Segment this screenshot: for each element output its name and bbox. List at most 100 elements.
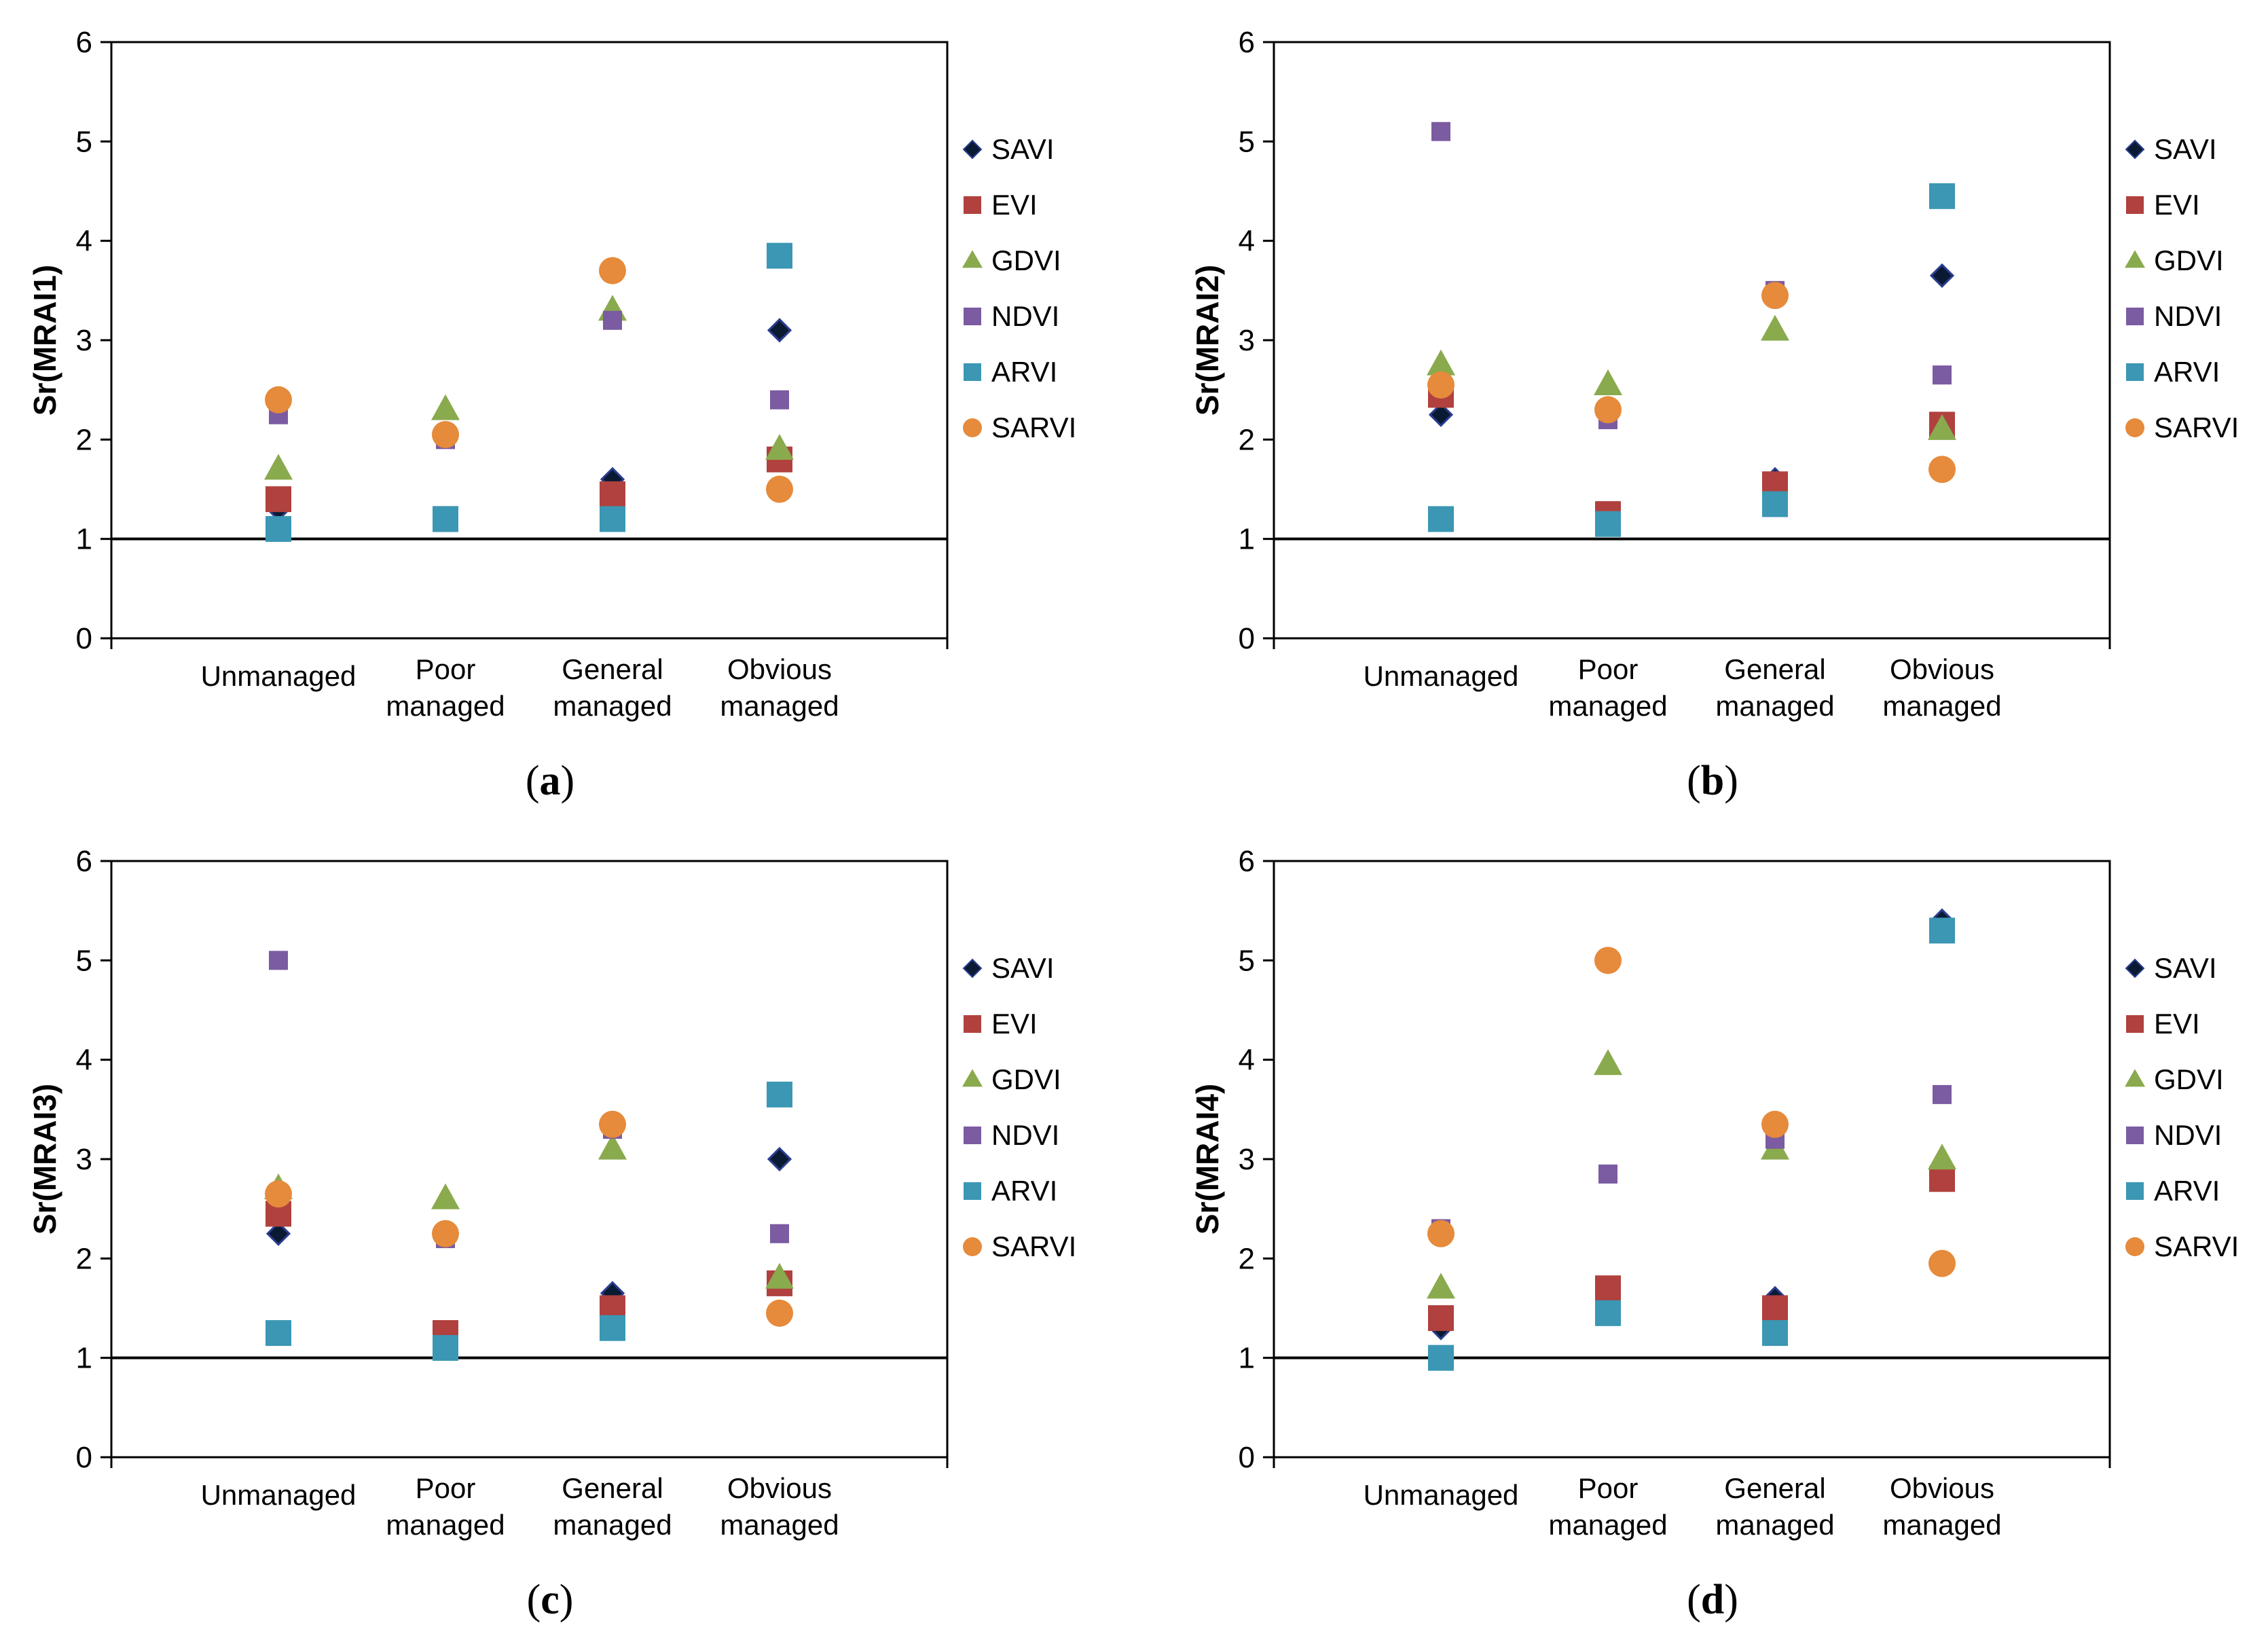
y-tick-label: 5 [1239,944,1255,977]
legend-marker-gdvi [962,250,983,268]
legend-marker-savi [962,139,983,160]
y-tick-label: 2 [76,423,92,456]
point-arvi-poor-managed [1595,1300,1621,1326]
y-tick-label: 5 [76,125,92,158]
y-tick-label: 1 [76,1342,92,1375]
x-category-label-general-managed: General managed [1715,653,1834,722]
point-ndvi-obvious-managed [1933,365,1952,385]
point-sarvi-poor-managed [1594,947,1622,974]
y-tick-label: 0 [1239,622,1255,655]
panel-caption: (b) [1687,758,1738,804]
point-arvi-obvious-managed [1929,917,1955,944]
legend-marker-ndvi [964,308,981,325]
legend-marker-evi [964,1015,981,1033]
point-arvi-general-managed [1762,1320,1788,1347]
point-savi-obvious-managed [767,1146,792,1172]
data-points [264,242,794,543]
panel-caption: (c) [527,1577,574,1623]
legend-marker-evi [2126,1015,2144,1033]
point-arvi-obvious-managed [1929,183,1955,209]
legend-marker-sarvi [963,1237,982,1256]
point-gdvi-obvious-managed [765,434,794,460]
legend-marker-evi [2126,196,2144,214]
legend-label-gdvi: GDVI [2154,244,2224,276]
point-gdvi-unmanaged [1427,349,1455,376]
legend-marker-ndvi [964,1127,981,1144]
legend: SAVI EVI GDVI NDVI ARVI SARVI [962,952,1076,1262]
point-savi-obvious-managed [1929,263,1955,289]
point-gdvi-general-managed [598,1133,627,1160]
legend-marker-gdvi [2125,250,2145,268]
chart-panel-c: 0 1 2 3 4 5 6 Sr(MRAI3) Unmanaged Poor managed Gene… [27,845,1076,1623]
x-category-label-obvious-managed: Obvious managed [720,1472,839,1541]
point-sarvi-general-managed [599,257,626,285]
legend-label-evi: EVI [2154,189,2200,221]
chart-panel-a: 0 1 2 3 4 5 6 Sr(MRAI1) Unmanaged Poor managed Gene… [27,26,1076,804]
legend-marker-arvi [2126,363,2144,381]
point-gdvi-obvious-managed [1928,1144,1956,1170]
point-arvi-unmanaged [1428,506,1454,532]
point-gdvi-general-managed [1761,314,1789,341]
legend-label-arvi: ARVI [2154,356,2220,388]
legend-label-ndvi: NDVI [2154,300,2222,332]
x-category-label-poor-managed: Poor managed [1548,653,1667,722]
legend-label-arvi: ARVI [991,1175,1057,1207]
y-tick-label: 4 [1239,225,1255,258]
legend-label-gdvi: GDVI [991,1063,1061,1095]
y-tick-label: 1 [1239,1342,1255,1375]
panel-caption: (d) [1687,1577,1738,1623]
y-tick-label: 1 [1239,523,1255,556]
legend-label-sarvi: SARVI [991,1230,1076,1262]
y-tick-label: 6 [1239,26,1255,59]
point-arvi-poor-managed [433,506,458,532]
y-tick-label: 6 [76,845,92,878]
point-arvi-general-managed [600,1315,625,1341]
y-tick-label: 2 [1239,423,1255,456]
x-category-label-unmanaged: Unmanaged [201,1479,356,1511]
legend-marker-sarvi [2125,418,2144,437]
point-sarvi-unmanaged [1427,371,1455,399]
legend-label-ndvi: NDVI [2154,1119,2222,1151]
point-sarvi-poor-managed [432,1220,459,1247]
point-arvi-unmanaged [1428,1345,1454,1371]
point-ndvi-poor-managed [1598,1164,1617,1184]
point-arvi-obvious-managed [767,242,792,269]
x-category-label-obvious-managed: Obvious managed [720,653,839,722]
y-tick-label: 4 [76,225,92,258]
point-sarvi-poor-managed [432,421,459,449]
legend-label-savi: SAVI [991,133,1055,165]
legend-marker-gdvi [2125,1069,2145,1087]
y-tick-label: 3 [76,1143,92,1176]
point-gdvi-poor-managed [1594,1049,1622,1076]
point-sarvi-obvious-managed [766,475,793,503]
y-tick-label: 4 [1239,1044,1255,1077]
x-category-label-poor-managed: Poor managed [386,653,505,722]
y-axis-label: Sr(MRAI2) [1190,265,1225,416]
legend-marker-gdvi [962,1069,983,1087]
legend-marker-arvi [964,363,981,381]
x-category-label-unmanaged: Unmanaged [201,660,356,692]
legend: SAVI EVI GDVI NDVI ARVI SARVI [2125,952,2239,1262]
legend: SAVI EVI GDVI NDVI ARVI SARVI [962,133,1076,443]
point-evi-general-managed [1762,1295,1788,1321]
legend-label-arvi: ARVI [991,356,1057,388]
point-gdvi-poor-managed [431,1183,460,1209]
point-arvi-general-managed [1762,491,1788,517]
legend-marker-savi [2125,958,2145,979]
point-ndvi-unmanaged [269,951,288,970]
point-gdvi-obvious-managed [765,1262,794,1289]
y-tick-label: 0 [76,1441,92,1474]
legend-marker-savi [962,958,983,979]
y-tick-label: 3 [1239,324,1255,357]
point-sarvi-general-managed [1761,282,1789,310]
point-arvi-general-managed [600,506,625,532]
y-tick-label: 1 [76,523,92,556]
y-tick-label: 2 [1239,1242,1255,1275]
y-tick-label: 6 [76,26,92,59]
y-tick-label: 3 [1239,1143,1255,1176]
point-sarvi-obvious-managed [1928,1249,1956,1277]
point-savi-unmanaged [1428,402,1454,427]
legend-label-arvi: ARVI [2154,1175,2220,1207]
x-category-label-unmanaged: Unmanaged [1364,660,1519,692]
point-sarvi-general-managed [599,1110,626,1138]
